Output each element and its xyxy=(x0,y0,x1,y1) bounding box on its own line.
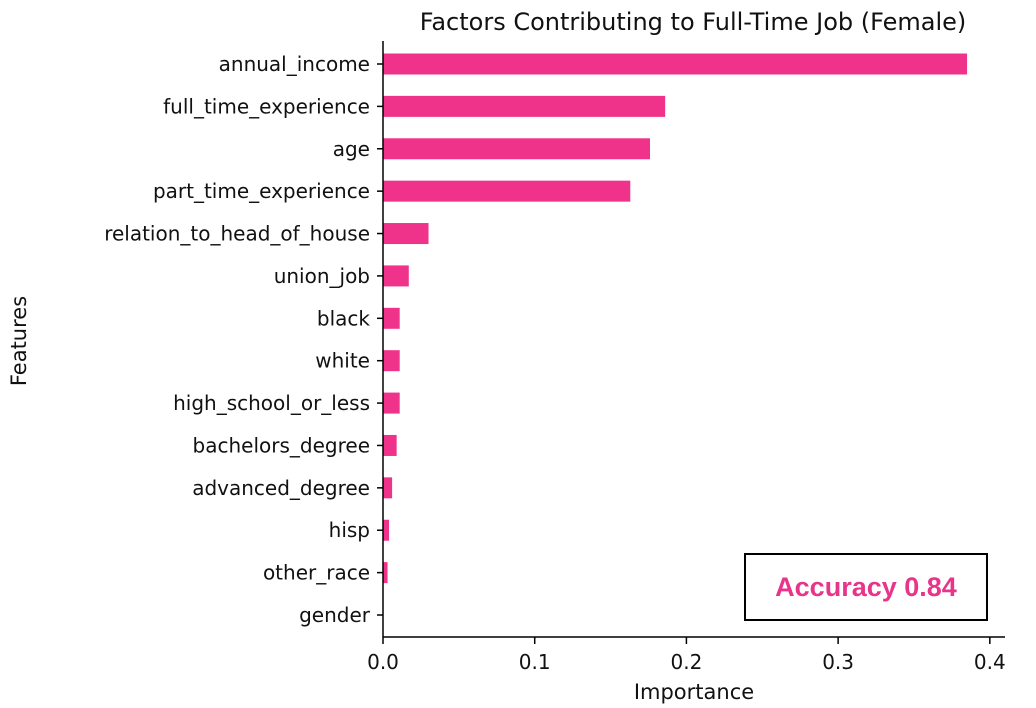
bar-high_school_or_less xyxy=(383,392,400,414)
y-tick-label: annual_income xyxy=(219,52,370,76)
x-tick-label: 0.0 xyxy=(367,650,399,674)
bars-layer xyxy=(383,53,968,584)
bar-other_race xyxy=(383,562,388,584)
x-tick-label: 0.4 xyxy=(974,650,1006,674)
accuracy-text: Accuracy 0.84 xyxy=(775,571,957,602)
y-axis-label: Features xyxy=(7,296,31,386)
chart-title: Factors Contributing to Full-Time Job (F… xyxy=(420,8,967,36)
bar-bachelors_degree xyxy=(383,434,397,456)
y-tick-label: relation_to_head_of_house xyxy=(104,222,370,246)
bar-white xyxy=(383,350,400,372)
x-tick-label: 0.2 xyxy=(671,650,703,674)
bar-advanced_degree xyxy=(383,477,393,499)
y-tick-label: bachelors_degree xyxy=(193,433,370,457)
x-axis-label: Importance xyxy=(634,680,754,704)
bar-age xyxy=(383,138,651,160)
x-tick-label: 0.1 xyxy=(519,650,551,674)
y-tick-label: advanced_degree xyxy=(192,476,370,500)
y-tick-label: white xyxy=(315,349,370,373)
bar-black xyxy=(383,307,400,329)
y-tick-label: part_time_experience xyxy=(153,179,370,203)
bar-relation_to_head_of_house xyxy=(383,223,429,245)
y-tick-label: union_job xyxy=(274,264,370,288)
bar-annual_income xyxy=(383,53,968,75)
y-tick-label: full_time_experience xyxy=(163,94,370,118)
bar-hisp xyxy=(383,519,390,541)
y-tick-label: high_school_or_less xyxy=(173,391,370,415)
y-tick-label: hisp xyxy=(329,518,370,542)
y-tick-label: gender xyxy=(299,603,371,627)
accuracy-annotation-box: Accuracy 0.84 xyxy=(744,553,988,621)
bar-part_time_experience xyxy=(383,180,631,202)
y-tick-label: other_race xyxy=(263,561,370,585)
bar-full_time_experience xyxy=(383,95,666,117)
y-tick-label: age xyxy=(333,137,370,161)
x-ticks: 0.0 0.1 0.2 0.3 0.4 xyxy=(367,637,1006,674)
bar-union_job xyxy=(383,265,409,287)
x-tick-label: 0.3 xyxy=(822,650,854,674)
y-tick-label: black xyxy=(317,306,371,330)
